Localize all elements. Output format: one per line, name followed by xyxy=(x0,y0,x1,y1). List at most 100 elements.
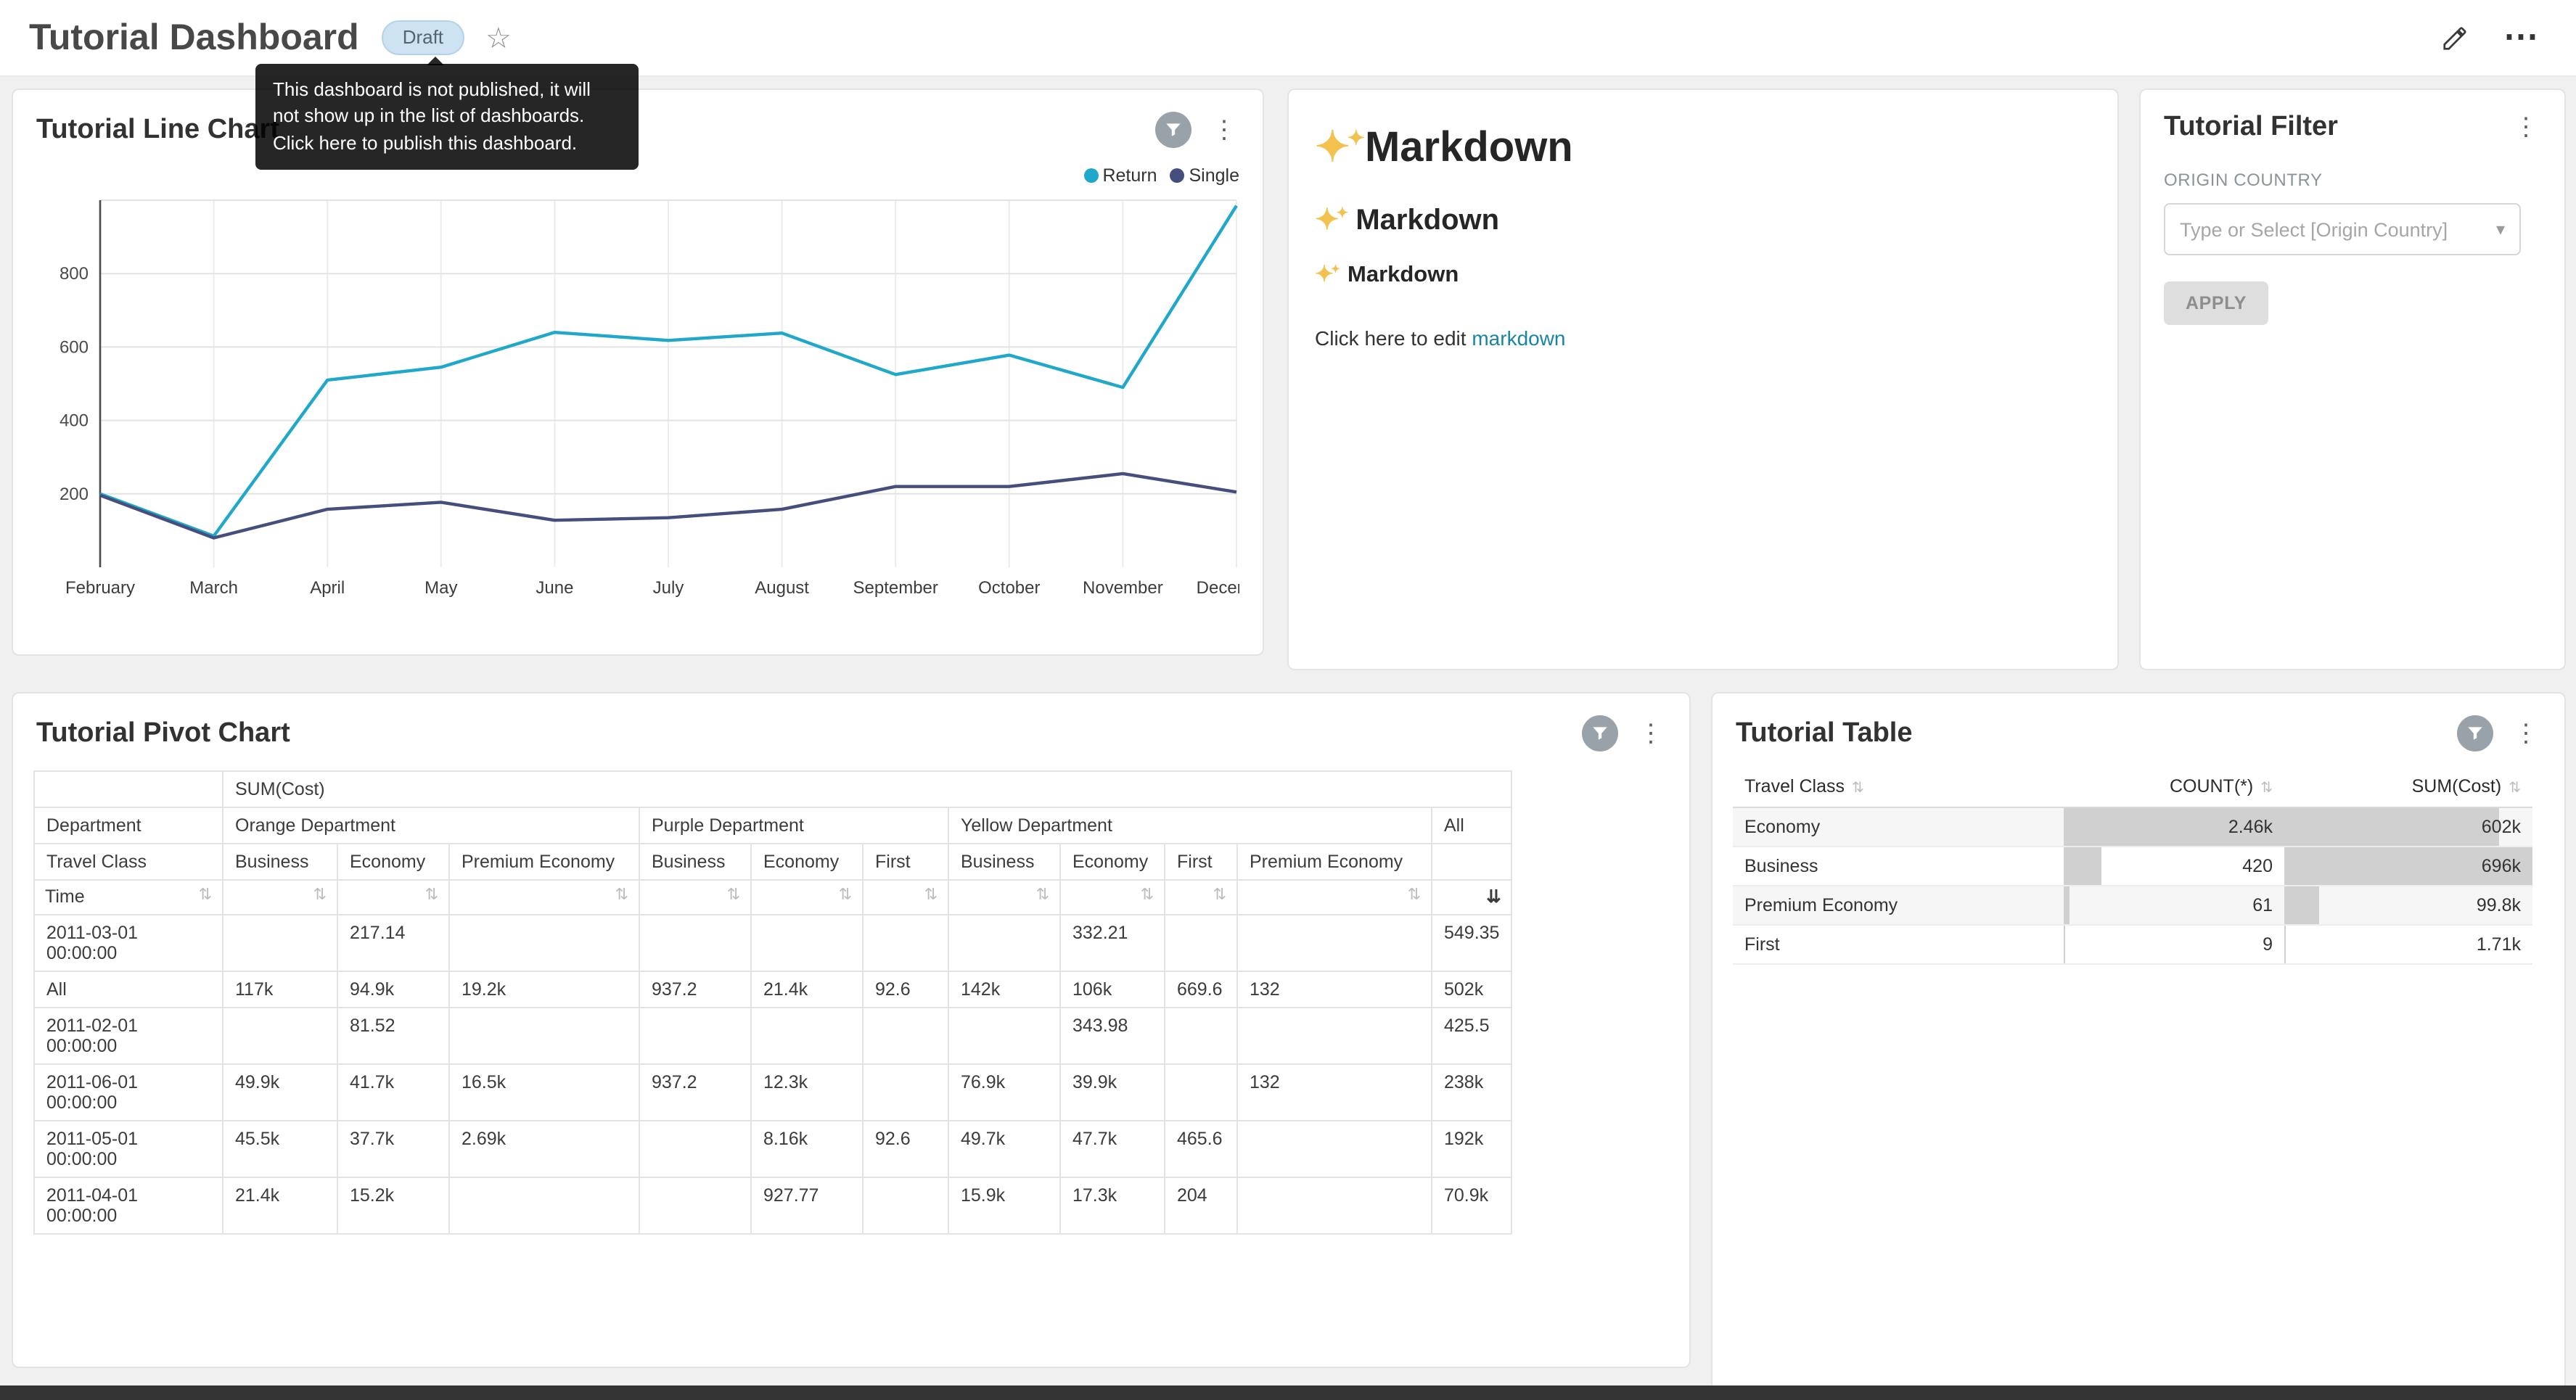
legend-label: Return xyxy=(1102,165,1157,186)
cell-count: 420 xyxy=(2064,847,2284,886)
pivot-row-label: 2011-04-01 00:00:00 xyxy=(33,1177,223,1235)
cell-travel-class: Economy xyxy=(1733,807,2064,847)
col-header-sum[interactable]: SUM(Cost) ⇅ xyxy=(2284,766,2532,808)
pivot-cell: 70.9k xyxy=(1430,1177,1513,1235)
sort-icon[interactable]: ⇅ xyxy=(924,886,938,904)
cell-travel-class: First xyxy=(1733,925,2064,965)
pivot-sort-cell[interactable]: ⇅ xyxy=(448,879,640,915)
table-card-title: Tutorial Table xyxy=(1736,717,1913,748)
pivot-cell: 49.9k xyxy=(222,1063,338,1121)
pivot-blank-cell xyxy=(33,770,223,808)
pivot-row-label: 2011-03-01 00:00:00 xyxy=(33,914,223,972)
sort-icon[interactable]: ⇅ xyxy=(424,886,438,904)
favorite-star-icon[interactable]: ☆ xyxy=(485,22,512,54)
sort-icon[interactable]: ⇅ xyxy=(838,886,852,904)
apply-button[interactable]: APPLY xyxy=(2164,281,2269,325)
sort-icon[interactable]: ⇅ xyxy=(313,886,327,904)
pivot-cell: 81.52 xyxy=(337,1007,450,1065)
table-row: First 9 1.71k xyxy=(1733,925,2532,965)
pivot-travel-class-header: Premium Economy xyxy=(448,843,640,881)
kebab-menu-icon[interactable]: ⋮ xyxy=(2514,719,2538,746)
pivot-cell: 8.16k xyxy=(750,1120,864,1178)
table-row: Economy 2.46k 602k xyxy=(1733,807,2532,847)
legend-dot xyxy=(1170,168,1185,183)
markdown-h1: ✦✦Markdown xyxy=(1315,125,1573,171)
pivot-cell: 19.2k xyxy=(448,971,640,1008)
sort-icon[interactable]: ⇅ xyxy=(615,886,628,904)
pivot-travel-class-header: Economy xyxy=(337,843,450,881)
pivot-sort-cell[interactable]: ⇅ xyxy=(337,879,450,915)
pivot-travel-class-header: Business xyxy=(222,843,338,881)
table-header-row: Travel Class ⇅ COUNT(*) ⇅ SUM(Cost) ⇅ xyxy=(1733,766,2532,808)
pivot-cell xyxy=(750,914,864,972)
pivot-cell: 132 xyxy=(1236,971,1432,1008)
pivot-time-header[interactable]: Time ⇅ xyxy=(33,879,223,915)
pivot-sort-cell[interactable]: ⇅ xyxy=(639,879,752,915)
origin-country-select[interactable]: Type or Select [Origin Country] ▾ xyxy=(2164,203,2521,255)
pivot-cell: 17.3k xyxy=(1059,1177,1165,1235)
pivot-cell: 21.4k xyxy=(222,1177,338,1235)
filter-icon[interactable] xyxy=(2457,715,2493,752)
pivot-department-header: All xyxy=(1430,807,1513,844)
sum-bar xyxy=(2284,926,2285,963)
pivot-sort-cell[interactable]: ⇊ xyxy=(1430,879,1513,915)
filter-icon[interactable] xyxy=(1582,715,1618,752)
pivot-cell xyxy=(750,1007,864,1065)
svg-text:May: May xyxy=(424,578,457,598)
edit-pencil-icon[interactable] xyxy=(2441,24,2469,52)
table-card: Tutorial Table ⋮ Travel Class ⇅ COUNT(*) ⇅ S… xyxy=(1712,693,2564,1400)
pivot-cell: 39.9k xyxy=(1059,1063,1165,1121)
sort-icon[interactable]: ⇅ xyxy=(1140,886,1154,904)
pivot-cell xyxy=(1236,1007,1432,1065)
pivot-cell xyxy=(862,914,949,972)
pivot-cell: 425.5 xyxy=(1430,1007,1513,1065)
pivot-sort-cell[interactable]: ⇅ xyxy=(1059,879,1165,915)
pivot-class-row: Travel Class Business Economy Premium Econo… xyxy=(33,843,1513,881)
pivot-department-header: Orange Department xyxy=(222,807,640,844)
pivot-cell xyxy=(639,1120,752,1178)
pivot-cell: 502k xyxy=(1430,971,1513,1008)
pivot-sort-cell[interactable]: ⇅ xyxy=(862,879,949,915)
pivot-sort-cell[interactable]: ⇅ xyxy=(1236,879,1432,915)
sort-icon[interactable]: ⇅ xyxy=(1407,886,1421,904)
pivot-sort-cell[interactable]: ⇅ xyxy=(750,879,864,915)
legend-item[interactable]: Single xyxy=(1170,165,1239,186)
pivot-cell: 937.2 xyxy=(639,1063,752,1121)
kebab-menu-icon[interactable]: ⋮ xyxy=(2514,113,2538,141)
sort-desc-icon[interactable]: ⇊ xyxy=(1486,886,1501,907)
filter-icon[interactable] xyxy=(1155,112,1191,148)
col-header-travel-class[interactable]: Travel Class ⇅ xyxy=(1733,766,2064,808)
legend-item[interactable]: Return xyxy=(1083,165,1157,186)
pivot-cell xyxy=(639,1007,752,1065)
pivot-department-row: Department Orange Department Purple Depart… xyxy=(33,807,1513,844)
sort-icon[interactable]: ⇅ xyxy=(198,886,212,904)
sort-icon[interactable]: ⇅ xyxy=(1035,886,1049,904)
pivot-sort-cell[interactable]: ⇅ xyxy=(1164,879,1238,915)
line-chart-card-header: Tutorial Line Chart ⋮ xyxy=(13,90,1263,148)
draft-badge[interactable]: Draft xyxy=(382,20,464,55)
kebab-menu-icon[interactable]: ⋮ xyxy=(1212,115,1236,143)
count-bar xyxy=(2064,808,2284,846)
cell-sum: 99.8k xyxy=(2284,886,2532,926)
pivot-card-title: Tutorial Pivot Chart xyxy=(36,717,290,748)
pivot-cell xyxy=(448,1177,640,1235)
pivot-travel-class-header: Premium Economy xyxy=(1236,843,1432,881)
sort-icon[interactable]: ⇅ xyxy=(1213,886,1226,904)
pivot-row: 2011-05-01 00:00:00 45.5k 37.7k 2.69k 8.16k 9… xyxy=(33,1120,1513,1178)
pivot-cell: 15.2k xyxy=(337,1177,450,1235)
sort-icon[interactable]: ⇅ xyxy=(726,886,740,904)
pivot-cell: 465.6 xyxy=(1164,1120,1238,1178)
pivot-sort-cell[interactable]: ⇅ xyxy=(948,879,1061,915)
kebab-menu-icon[interactable]: ⋮ xyxy=(1638,719,1663,746)
sort-icon: ⇅ xyxy=(2260,781,2273,796)
col-header-count[interactable]: COUNT(*) ⇅ xyxy=(2064,766,2284,808)
svg-text:800: 800 xyxy=(60,264,89,284)
pivot-sort-cell[interactable]: ⇅ xyxy=(222,879,338,915)
svg-text:December: December xyxy=(1197,578,1239,598)
sparkles-icon: ✦✦ xyxy=(1315,262,1340,287)
markdown-edit-link[interactable]: markdown xyxy=(1472,326,1566,350)
cell-count: 2.46k xyxy=(2064,807,2284,847)
sum-bar xyxy=(2284,886,2320,924)
more-options-icon[interactable]: ⋯ xyxy=(2503,17,2538,57)
pivot-cell xyxy=(862,1007,949,1065)
